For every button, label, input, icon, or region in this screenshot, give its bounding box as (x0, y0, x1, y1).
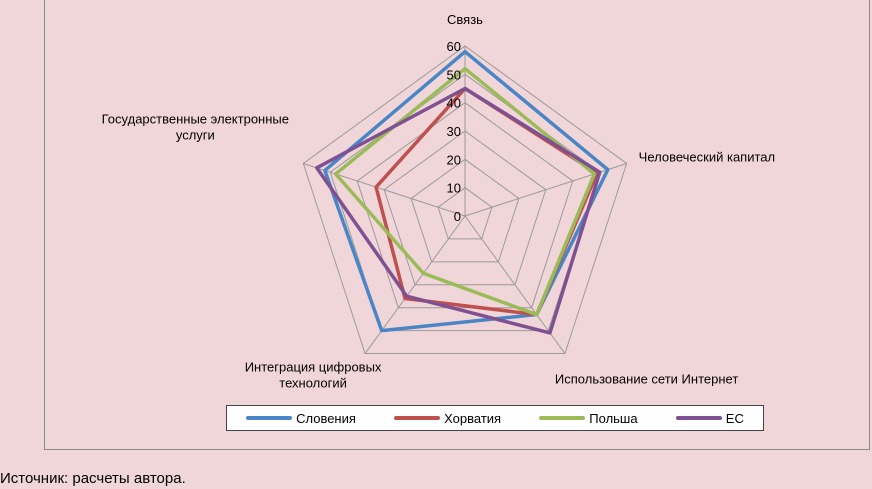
legend-swatch (394, 416, 441, 420)
category-label: Человеческий капитал (639, 149, 775, 164)
legend-swatch (539, 416, 586, 420)
legend-label: Хорватия (444, 410, 502, 426)
tick-label: 20 (447, 152, 461, 167)
tick-label: 0 (454, 209, 461, 224)
legend-label: ЕС (725, 410, 744, 426)
category-label: Государственные электронные услуги (102, 111, 289, 142)
grid-ring (437, 187, 493, 240)
category-label: Использование сети Интернет (555, 372, 738, 387)
axis-spoke (464, 162, 627, 217)
source-note: Источник: расчеты автора. (0, 470, 186, 487)
series-lines (315, 49, 610, 335)
tick-label: 40 (447, 96, 461, 111)
chart-area: 0 10 20 30 40 50 60 Связь Человеческий капитал И… (44, 0, 870, 450)
legend-item: ЕС (675, 410, 744, 426)
legend-swatch (675, 416, 722, 420)
category-labels: Связь Человеческий капитал Использование с… (102, 12, 775, 391)
legend-item: Словения (246, 411, 356, 426)
tick-label: 60 (447, 39, 461, 54)
tick-label: 30 (447, 124, 461, 139)
tick-label: 50 (447, 67, 461, 82)
grid-ring (356, 102, 574, 309)
axis-spoke (303, 162, 466, 217)
grid-ring (329, 73, 601, 332)
category-label: Интеграция цифровых технологий (245, 360, 382, 391)
grid-ring (302, 45, 628, 355)
legend-item: Польша (539, 410, 638, 426)
legend-item: Хорватия (394, 411, 501, 426)
category-label: Связь (447, 12, 483, 27)
radar-chart: 0 10 20 30 40 50 60 Связь Человеческий капитал И… (102, 12, 775, 391)
tick-labels: 0 10 20 30 40 50 60 (447, 39, 461, 224)
series-line (374, 86, 599, 317)
series-line (315, 86, 602, 335)
legend-swatch (246, 416, 293, 420)
grid-ring (383, 130, 547, 286)
legend-label: Польша (589, 410, 638, 426)
grid-ring (410, 158, 520, 263)
axis-spoke (464, 215, 566, 354)
legend: Словения Хорватия Польша ЕС (226, 405, 764, 431)
tick-label: 10 (447, 181, 461, 196)
legend-label: Словения (296, 410, 356, 426)
